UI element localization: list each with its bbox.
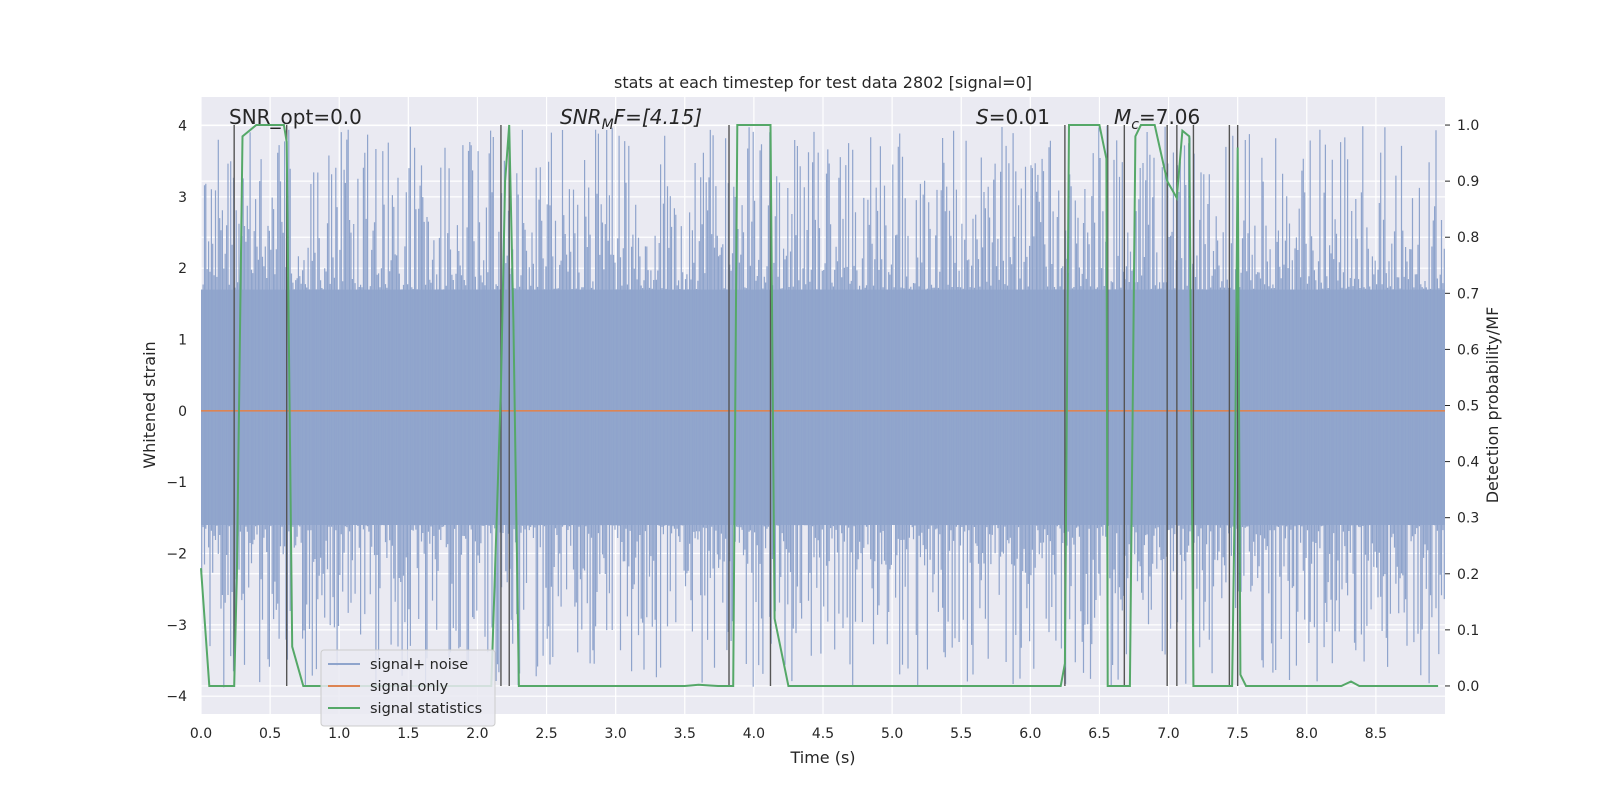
mc-subscript: c [1131,117,1139,133]
snr-mf-label: SNR [560,105,602,129]
y2-tick-label: 0.6 [1457,342,1479,358]
y-tick-label: 1 [178,333,187,349]
x-tick-label: 8.0 [1296,726,1318,742]
x-tick-label: 0.0 [190,726,212,742]
x-tick-label: 2.5 [535,726,557,742]
x-tick-label: 6.0 [1019,726,1041,742]
mc-value: =7.06 [1139,105,1200,129]
legend-box [320,649,496,727]
s-label: S [976,105,989,129]
snr-mf-subscript: M [602,117,614,133]
y2-tick-label: 0.8 [1457,230,1479,246]
chart-title: stats at each timestep for test data 280… [614,73,1032,92]
signal-statistics-series [200,124,1439,687]
y-tick-label: 0 [178,404,187,420]
snr-opt-annotation: SNR_opt=0.0 [229,105,362,129]
y2-tick-label: 0.7 [1457,286,1479,302]
x-tick-label: 3.0 [605,726,627,742]
x-tick-label: 5.5 [950,726,972,742]
x-tick-label: 8.5 [1365,726,1387,742]
y2-tick-label: 0.1 [1457,623,1479,639]
x-tick-label: 4.0 [743,726,765,742]
x-tick-label: 1.5 [397,726,419,742]
x-tick-label: 4.5 [812,726,834,742]
y-axis-label: Whitened strain [140,341,159,468]
noise-dense-band [201,289,1445,525]
x-tick-labels: 0.0 0.5 1.0 1.5 2.0 2.5 3.0 3.5 4.0 4.5 5.0 5.5 6.0 6… [190,726,1387,742]
x-tick-label: 7.5 [1227,726,1249,742]
x-tick-label: 1.0 [328,726,350,742]
snr-mf-annotation: SNRMF=[4.15] [560,105,702,133]
snr-mf-tail: F=[4.15] [614,105,702,129]
y2-tick-label: 1.0 [1457,118,1479,134]
y-tick-label: −1 [166,475,187,491]
y2-tick-labels: 0.0 0.1 0.2 0.3 0.4 0.5 0.6 0.7 0.8 0.9 1.0 [1445,118,1479,695]
legend: signal+ noise signal only signal statist… [320,649,496,727]
y2-tick-label: 0.5 [1457,399,1479,415]
legend-label-signal-statistics: signal statistics [370,701,482,717]
mc-label: M [1114,105,1131,129]
y-tick-label: 3 [178,190,187,206]
x-tick-label: 7.0 [1157,726,1179,742]
x-tick-label: 6.5 [1088,726,1110,742]
x-tick-label: 3.5 [674,726,696,742]
y-tick-label: −2 [166,547,187,563]
y2-tick-label: 0.9 [1457,174,1479,190]
x-axis-label: Time (s) [789,748,855,767]
y2-tick-label: 0.4 [1457,455,1479,471]
mc-annotation: Mc=7.06 [1114,105,1200,133]
y2-tick-label: 0.0 [1457,679,1479,695]
legend-label-signal-plus-noise: signal+ noise [370,657,468,673]
s-annotation: S=0.01 [976,105,1050,129]
noise-spikes [201,125,1445,688]
s-value: =0.01 [989,105,1050,129]
y2-tick-label: 0.2 [1457,567,1479,583]
x-tick-label: 0.5 [259,726,281,742]
y-tick-label: −4 [166,689,187,705]
y2-tick-label: 0.3 [1457,511,1479,527]
y-tick-label: −3 [166,618,187,634]
y-tick-labels: −4 −3 −2 −1 0 1 2 3 4 [166,119,187,706]
x-tick-label: 2.0 [466,726,488,742]
y2-axis-label: Detection probability/MF [1483,307,1502,504]
x-tick-label: 5.0 [881,726,903,742]
y-tick-label: 4 [178,119,187,135]
y-tick-label: 2 [178,261,187,277]
legend-label-signal-only: signal only [370,679,449,695]
